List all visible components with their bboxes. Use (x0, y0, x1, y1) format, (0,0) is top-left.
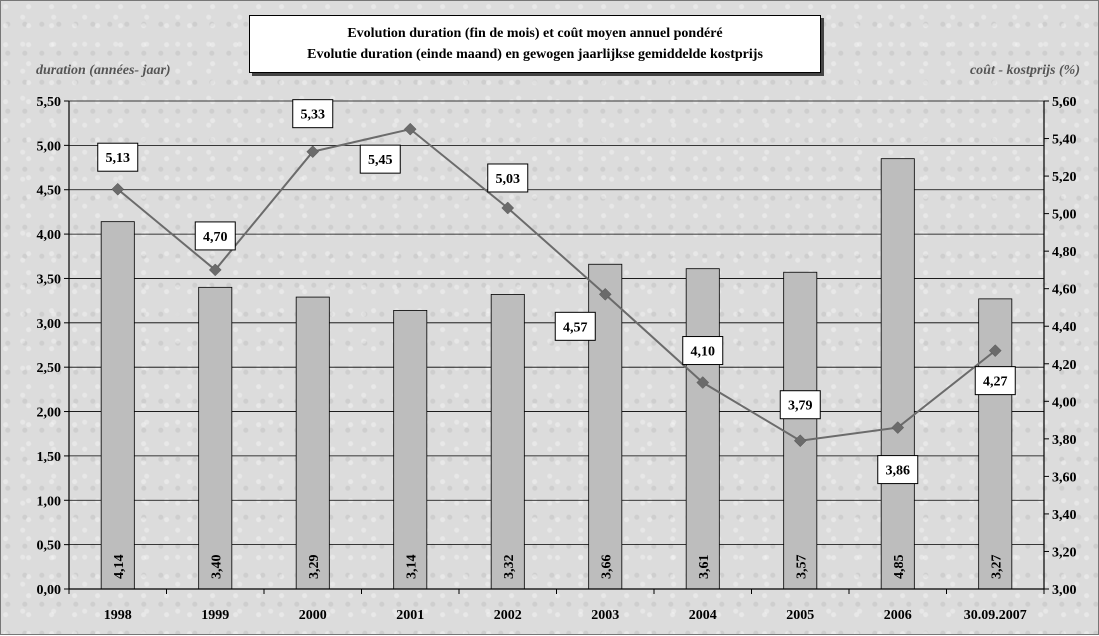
left-tick-label: 0,50 (37, 539, 62, 554)
bar (978, 298, 1013, 590)
line-value-label: 5,13 (106, 151, 131, 166)
left-tick-label: 4,50 (37, 184, 62, 199)
bar (783, 271, 818, 590)
x-tick-label: 2006 (884, 608, 912, 623)
cost-line (117, 128, 996, 442)
left-tick-label: 2,50 (37, 361, 62, 376)
line-value-label: 3,79 (788, 399, 813, 414)
line-value-label: 4,27 (983, 375, 1008, 390)
line-value-box (487, 163, 529, 193)
right-tick-label: 4,20 (1052, 358, 1077, 373)
line-point-marker (306, 145, 320, 159)
line-value-box (877, 455, 919, 485)
bar-value-label: 3,40 (209, 555, 224, 580)
line-value-box (97, 142, 139, 172)
x-tick-label: 2003 (591, 608, 619, 623)
x-tick-label: 2004 (689, 608, 717, 623)
right-tick-label: 4,40 (1052, 320, 1077, 335)
right-tick-label: 4,80 (1052, 245, 1077, 260)
right-tick-label: 4,00 (1052, 395, 1077, 410)
line-value-label: 5,45 (368, 153, 393, 168)
right-tick-label: 5,60 (1052, 95, 1077, 110)
bar (393, 309, 428, 590)
line-point-marker (988, 344, 1002, 357)
line-value-box (292, 99, 334, 129)
x-tick-label: 2005 (786, 608, 814, 623)
left-tick-label: 3,50 (37, 272, 62, 287)
line-value-label: 4,10 (691, 345, 716, 360)
left-tick-label: 4,00 (37, 228, 62, 243)
bar (198, 286, 233, 590)
chart-title-line-1: Evolution duration (fin de mois) et coût… (347, 26, 723, 41)
right-axis-title: coût - kostprijs (%) (969, 63, 1080, 78)
right-tick-label: 3,80 (1052, 433, 1077, 448)
right-tick-label: 3,00 (1052, 583, 1077, 598)
right-tick-label: 3,20 (1052, 545, 1077, 560)
bar (295, 296, 330, 590)
right-tick-label: 3,40 (1052, 508, 1077, 523)
line-value-label: 3,86 (886, 464, 911, 479)
bar-value-label: 3,66 (599, 555, 614, 580)
line-point-marker (598, 287, 612, 301)
line-value-label: 5,33 (301, 108, 326, 123)
left-axis-title: duration (années- jaar) (36, 63, 171, 78)
line-value-box (359, 144, 401, 174)
left-tick-label: 5,00 (37, 139, 62, 154)
line-value-label: 5,03 (496, 172, 521, 187)
right-tick-label: 4,60 (1052, 283, 1077, 298)
left-tick-label: 1,50 (37, 450, 62, 465)
chart-title: Evolution duration (fin de mois) et coût… (249, 15, 821, 73)
line-point-marker (793, 434, 807, 448)
left-tick-label: 2,00 (37, 406, 62, 421)
line-value-box (974, 366, 1016, 396)
line-point-marker (208, 263, 222, 277)
bar-value-label: 4,85 (892, 555, 907, 580)
left-tick-label: 0,00 (37, 583, 62, 598)
bar (685, 268, 720, 590)
bar-value-label: 3,27 (989, 555, 1004, 580)
bar-value-label: 3,14 (404, 555, 419, 580)
line-value-label: 4,70 (203, 230, 228, 245)
left-tick-label: 3,00 (37, 317, 62, 332)
line-value-box (194, 221, 236, 251)
right-tick-label: 5,20 (1052, 170, 1077, 185)
chart-title-line-2: Evolutie duration (einde maand) en gewog… (307, 47, 763, 62)
bar-value-label: 3,61 (697, 555, 712, 580)
right-tick-label: 5,40 (1052, 133, 1077, 148)
left-tick-label: 1,00 (37, 494, 62, 509)
x-tick-label: 2002 (494, 608, 522, 623)
right-tick-label: 5,00 (1052, 208, 1077, 223)
bar-value-label: 3,29 (307, 555, 322, 580)
x-tick-label: 1998 (104, 608, 132, 623)
right-tick-label: 3,60 (1052, 470, 1077, 485)
x-tick-label: 1999 (201, 608, 229, 623)
line-point-marker (403, 122, 417, 136)
left-tick-label: 5,50 (37, 95, 62, 110)
line-value-box (779, 390, 821, 420)
line-value-label: 4,57 (563, 320, 588, 335)
line-value-box (682, 336, 724, 366)
line-point-marker (501, 201, 515, 215)
bar-value-label: 3,57 (794, 555, 809, 580)
line-point-marker (111, 182, 125, 196)
line-point-marker (891, 421, 905, 434)
bar-value-label: 3,32 (502, 555, 517, 580)
bar (490, 294, 525, 590)
line-value-box (554, 311, 596, 341)
line-point-marker (696, 376, 710, 389)
x-tick-label: 30.09.2007 (964, 608, 1027, 623)
x-tick-label: 2000 (299, 608, 327, 623)
bar (880, 158, 915, 590)
x-tick-label: 2001 (396, 608, 424, 623)
bar-value-label: 4,14 (112, 555, 127, 580)
bar (100, 221, 135, 590)
